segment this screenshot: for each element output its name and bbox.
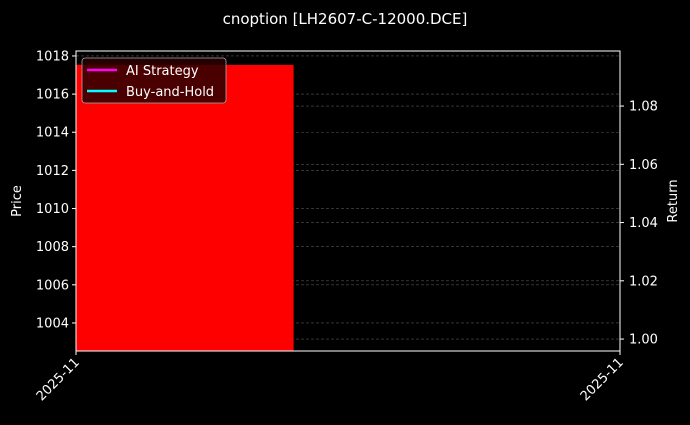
y-tick-label: 1004 (36, 316, 69, 331)
y-tick-label: 1006 (36, 278, 69, 293)
y-axis-right: 1.00 1.02 1.04 1.06 1.08 (620, 100, 658, 348)
x-axis: 2025-11 2025-11 (34, 351, 627, 404)
legend: AI Strategy Buy-and-Hold (81, 57, 227, 104)
bars (76, 64, 294, 352)
y2-tick-label: 1.06 (629, 158, 658, 173)
y-tick-label: 1014 (36, 126, 69, 141)
legend-box (81, 57, 227, 104)
plot-frame (75, 50, 621, 352)
y2-axis-label: Return (666, 179, 681, 222)
y-tick-label: 1016 (36, 88, 69, 103)
chart-title: cnoption [LH2607-C-12000.DCE] (223, 10, 468, 28)
legend-label-ai-strategy: AI Strategy (126, 64, 199, 79)
y-tick-label: 1008 (36, 240, 69, 255)
legend-label-buy-and-hold: Buy-and-Hold (126, 85, 214, 100)
y2-tick-label: 1.02 (629, 274, 658, 289)
x-tick-label: 2025-11 (34, 355, 83, 404)
y-tick-label: 1018 (36, 49, 69, 64)
price-bar (76, 64, 294, 352)
y2-tick-label: 1.08 (629, 100, 658, 115)
y2-tick-label: 1.04 (629, 216, 658, 231)
y-tick-label: 1010 (36, 202, 69, 217)
y-axis-label: Price (10, 185, 25, 217)
x-tick-label: 2025-11 (578, 355, 627, 404)
y-tick-label: 1012 (36, 164, 69, 179)
y2-tick-label: 1.00 (629, 333, 658, 348)
y-axis-left: 1004 1006 1008 1010 1012 1014 1016 1018 (36, 49, 76, 331)
